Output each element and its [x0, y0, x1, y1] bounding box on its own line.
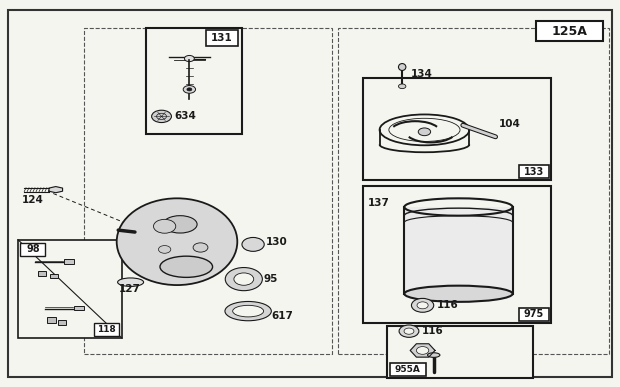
Text: 116: 116 [437, 300, 459, 310]
Ellipse shape [225, 301, 272, 321]
Text: 116: 116 [422, 326, 443, 336]
Circle shape [152, 110, 172, 123]
Circle shape [193, 243, 208, 252]
Bar [64, 259, 74, 264]
Bar [18, 240, 122, 338]
Text: 118: 118 [97, 325, 116, 334]
Bar [38, 271, 46, 276]
Bar [206, 30, 238, 46]
Circle shape [159, 246, 171, 253]
Circle shape [412, 298, 434, 312]
Bar [20, 243, 45, 256]
Bar [388, 326, 533, 378]
Ellipse shape [117, 198, 237, 285]
Bar [338, 28, 609, 354]
Bar [390, 363, 426, 376]
Text: 955A: 955A [395, 365, 421, 374]
Text: 124: 124 [22, 195, 44, 205]
Ellipse shape [118, 278, 144, 286]
Text: 133: 133 [524, 167, 544, 177]
Text: 137: 137 [368, 198, 389, 208]
Bar [84, 28, 332, 354]
Circle shape [225, 267, 262, 291]
Ellipse shape [399, 63, 406, 70]
Ellipse shape [163, 216, 197, 233]
Ellipse shape [160, 256, 213, 277]
Circle shape [242, 238, 264, 251]
Circle shape [234, 273, 254, 285]
Text: 127: 127 [118, 284, 140, 294]
Circle shape [184, 55, 194, 62]
Polygon shape [49, 187, 63, 193]
Bar [74, 306, 84, 310]
Text: 131: 131 [211, 33, 233, 43]
Circle shape [417, 347, 429, 354]
Bar [363, 186, 551, 323]
Bar [50, 274, 58, 278]
Bar [519, 165, 549, 178]
Circle shape [417, 302, 428, 309]
Ellipse shape [404, 286, 513, 302]
Circle shape [183, 86, 195, 93]
Bar [94, 323, 119, 336]
Text: 134: 134 [411, 69, 433, 79]
Polygon shape [410, 344, 435, 357]
Bar [363, 78, 551, 180]
Text: 125A: 125A [551, 25, 587, 38]
Ellipse shape [232, 305, 264, 317]
Bar [58, 320, 66, 325]
Text: 130: 130 [265, 237, 287, 247]
Bar [47, 317, 56, 323]
Bar [536, 21, 603, 41]
Circle shape [418, 128, 431, 136]
Ellipse shape [428, 353, 440, 357]
Bar [404, 207, 513, 294]
Text: 98: 98 [26, 245, 40, 254]
Text: 104: 104 [498, 119, 521, 129]
Bar [519, 308, 549, 321]
Text: 634: 634 [174, 111, 196, 122]
Circle shape [187, 88, 192, 91]
Text: 617: 617 [272, 311, 293, 321]
Circle shape [154, 219, 175, 233]
Bar [146, 28, 242, 134]
Text: 95: 95 [264, 274, 278, 284]
Circle shape [399, 325, 419, 337]
Circle shape [399, 84, 406, 89]
Text: 975: 975 [524, 309, 544, 319]
Circle shape [404, 328, 414, 334]
